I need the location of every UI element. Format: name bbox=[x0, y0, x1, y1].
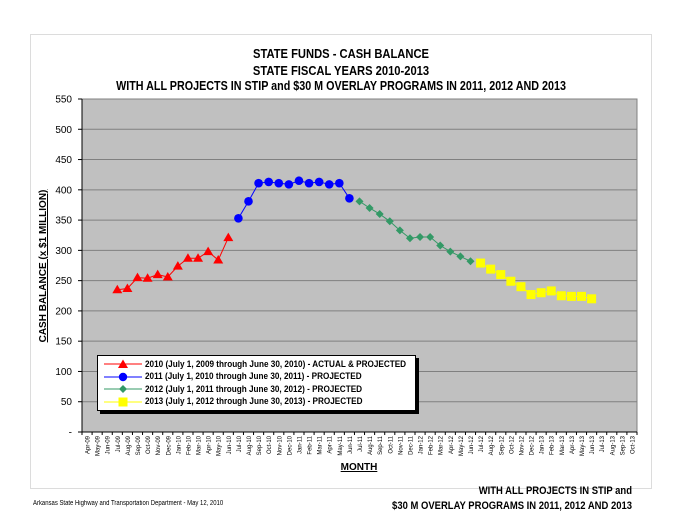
x-tick-label: Nov-09 bbox=[156, 435, 162, 455]
x-tick-label: Mar-13 bbox=[560, 435, 566, 455]
x-tick-label: Jun-09 bbox=[106, 435, 112, 454]
x-tick-label: Jul-13 bbox=[600, 435, 606, 452]
y-tick-label: 500 bbox=[55, 125, 72, 136]
x-tick-label: Oct-09 bbox=[146, 435, 152, 454]
chart-subtitle-programs: WITH ALL PROJECTS IN STIP and $30 M OVER… bbox=[116, 79, 566, 93]
legend-item-2012: 2012 (July 1, 2011 through June 30, 2012… bbox=[104, 383, 415, 396]
x-tick-label: Aug-13 bbox=[610, 435, 616, 455]
x-tick-label: Sep-13 bbox=[620, 435, 626, 455]
y-tick-label: 200 bbox=[55, 306, 72, 317]
x-tick-label: Sep-09 bbox=[136, 435, 142, 455]
series-diamond bbox=[355, 197, 475, 266]
x-tick-label: Jul-12 bbox=[479, 435, 485, 452]
x-tick-label: May-13 bbox=[580, 435, 586, 456]
y-tick-label: 250 bbox=[55, 276, 72, 287]
x-tick-label: Apr-11 bbox=[328, 435, 334, 453]
x-tick-label: Jun-11 bbox=[348, 435, 354, 454]
footer-note-line-2: $30 M OVERLAY PROGRAMS IN 2011, 2012 AND… bbox=[392, 500, 632, 512]
x-tick-label: Apr-13 bbox=[570, 435, 576, 454]
legend-label: 2013 (July 1, 2012 through June 30, 2013… bbox=[145, 396, 363, 408]
series-square bbox=[476, 258, 597, 304]
y-tick-label: 150 bbox=[55, 337, 72, 348]
chart-legend: 2010 (July 1, 2009 through June 30, 2010… bbox=[97, 355, 416, 411]
x-tick-label: Jan-10 bbox=[176, 435, 182, 454]
x-tick-label: Aug-09 bbox=[126, 435, 132, 455]
x-tick-label: Nov-10 bbox=[277, 435, 283, 455]
y-axis-title: CASH BALANCE (x $1 MILLION) bbox=[38, 190, 49, 343]
y-tick-label: 400 bbox=[55, 185, 72, 196]
y-tick-label: - bbox=[69, 428, 72, 439]
legend-item-2010: 2010 (July 1, 2009 through June 30, 2010… bbox=[104, 358, 415, 371]
blue-circle-marker-icon bbox=[104, 372, 142, 381]
x-tick-label: Sep-12 bbox=[499, 435, 505, 455]
x-tick-label: Apr-10 bbox=[207, 435, 213, 454]
y-tick-label: 450 bbox=[55, 155, 72, 166]
x-tick-label: Jan-13 bbox=[540, 435, 546, 454]
legend-label: 2010 (July 1, 2009 through June 30, 2010… bbox=[145, 358, 407, 370]
chart-subtitle-years: STATE FISCAL YEARS 2010-2013 bbox=[252, 63, 430, 78]
y-axis: - 50 100 150 200 250 300 350 400 450 500 550 bbox=[55, 95, 83, 439]
x-tick-label: Feb-10 bbox=[186, 435, 192, 455]
x-tick-label: Jun-13 bbox=[590, 435, 596, 454]
chart-title: STATE FUNDS - CASH BALANCE bbox=[253, 46, 429, 61]
x-tick-label: Mar-11 bbox=[318, 435, 324, 454]
x-tick-label: Mar-12 bbox=[439, 435, 445, 455]
footer-note-line-1: WITH ALL PROJECTS IN STIP and bbox=[478, 485, 632, 497]
y-tick-label: 50 bbox=[61, 397, 73, 408]
x-tick-label: Jul-10 bbox=[237, 435, 243, 452]
x-axis: Apr-09 May-09 Jun-09 Jul-09 Aug-09 Sep-09 Oct-… bbox=[81, 431, 638, 456]
x-tick-label: Jun-10 bbox=[227, 435, 233, 454]
y-tick-label: 350 bbox=[55, 216, 72, 227]
x-tick-label: Feb-13 bbox=[550, 435, 556, 455]
x-tick-label: Feb-12 bbox=[429, 435, 435, 455]
x-tick-label: Jan-12 bbox=[419, 435, 425, 454]
red-triangle-marker-icon bbox=[104, 359, 142, 369]
footer-credit: Arkansas State Highway and Transportatio… bbox=[33, 500, 224, 507]
x-tick-label: Oct-13 bbox=[630, 435, 636, 454]
data-series bbox=[112, 176, 597, 304]
x-tick-label: Feb-11 bbox=[308, 435, 314, 454]
x-tick-label: Mar-10 bbox=[197, 435, 203, 455]
green-diamond-marker-icon bbox=[104, 385, 142, 394]
x-tick-label: May-09 bbox=[96, 435, 102, 456]
x-tick-label: May-11 bbox=[338, 435, 344, 455]
x-tick-label: Jun-12 bbox=[469, 435, 475, 454]
x-tick-label: Apr-12 bbox=[449, 435, 455, 454]
x-tick-label: Apr-09 bbox=[86, 435, 92, 454]
legend-item-2011: 2011 (July 1, 2010 through June 30, 2011… bbox=[104, 371, 415, 384]
x-tick-label: May-10 bbox=[217, 435, 223, 456]
x-tick-label: Dec-11 bbox=[408, 435, 414, 455]
x-axis-title: MONTH bbox=[341, 462, 378, 473]
x-tick-label: Jul-09 bbox=[116, 435, 122, 452]
series-circle bbox=[234, 176, 354, 223]
x-tick-label: Dec-10 bbox=[287, 435, 293, 455]
y-tick-label: 300 bbox=[55, 246, 72, 257]
legend-label: 2011 (July 1, 2010 through June 30, 2011… bbox=[145, 371, 362, 383]
legend-label: 2012 (July 1, 2011 through June 30, 2012… bbox=[145, 383, 363, 395]
x-tick-label: Nov-11 bbox=[398, 435, 404, 455]
x-tick-label: Jul-11 bbox=[358, 435, 364, 452]
x-tick-label: Nov-12 bbox=[519, 435, 525, 455]
y-tick-label: 100 bbox=[55, 367, 72, 378]
x-tick-label: Dec-09 bbox=[166, 435, 172, 455]
x-tick-label: Oct-12 bbox=[509, 435, 515, 454]
x-tick-label: Sep-10 bbox=[257, 435, 263, 455]
x-tick-label: Oct-10 bbox=[267, 435, 273, 454]
y-tick-label: 550 bbox=[55, 95, 72, 106]
x-tick-label: Jan-11 bbox=[297, 435, 303, 454]
x-tick-label: Sep-11 bbox=[378, 435, 384, 455]
x-tick-label: Aug-11 bbox=[368, 435, 374, 455]
x-tick-label: Aug-12 bbox=[489, 435, 495, 455]
series-triangle bbox=[112, 232, 234, 294]
footer-note: WITH ALL PROJECTS IN STIP and $30 M OVER… bbox=[392, 484, 632, 514]
x-tick-label: Dec-12 bbox=[530, 435, 536, 455]
x-tick-label: Aug-10 bbox=[247, 435, 253, 455]
x-tick-label: Oct-11 bbox=[388, 435, 394, 453]
x-tick-label: May-12 bbox=[459, 435, 465, 456]
legend-item-2013: 2013 (July 1, 2012 through June 30, 2013… bbox=[104, 396, 415, 409]
yellow-square-marker-icon bbox=[104, 397, 142, 407]
